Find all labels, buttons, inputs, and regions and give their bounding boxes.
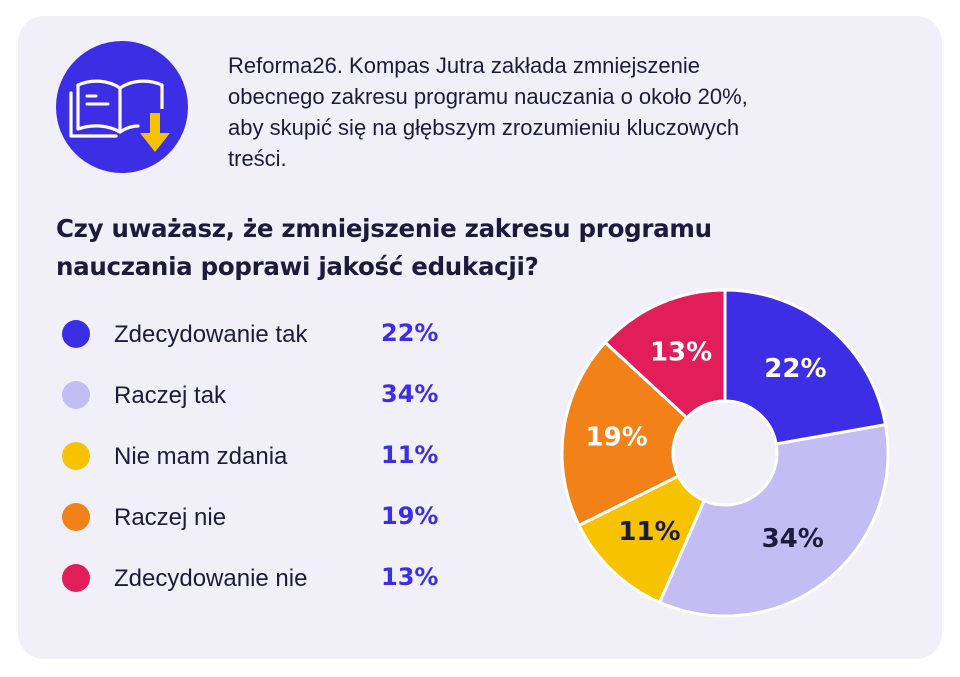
pie-slice	[560, 340, 689, 527]
legend-item: Zdecydowanie nie 13%	[56, 558, 476, 598]
pie-slice-label: 11%	[618, 517, 680, 547]
legend-swatch	[62, 442, 90, 470]
legend-label: Raczej nie	[114, 504, 227, 531]
legend-label: Raczej tak	[114, 382, 227, 409]
legend-label: Zdecydowanie nie	[114, 565, 308, 592]
legend-item: Raczej nie 19%	[56, 497, 476, 537]
pie-slice-label: 34%	[762, 524, 824, 554]
legend-label: Zdecydowanie tak	[114, 321, 308, 348]
legend-label: Nie mam zdania	[114, 443, 288, 470]
pie-slice-label: 19%	[585, 422, 647, 452]
legend-swatch	[62, 503, 90, 531]
pie-slice-label: 13%	[650, 338, 712, 368]
legend-swatch	[62, 320, 90, 348]
legend-swatch	[62, 564, 90, 592]
legend-value: 11%	[381, 441, 439, 469]
pie-slice	[658, 423, 890, 618]
book-download-icon	[56, 41, 188, 173]
legend-item: Zdecydowanie tak 22%	[56, 314, 476, 354]
donut-chart: 22% 34% 11% 19% 13%	[560, 288, 890, 618]
pie-slice	[723, 288, 888, 446]
legend-value: 19%	[381, 502, 439, 530]
legend-value: 34%	[381, 380, 439, 408]
legend-value: 22%	[381, 319, 439, 347]
legend-item: Raczej tak 34%	[56, 375, 476, 415]
survey-question: Czy uważasz, że zmniejszenie zakresu pro…	[56, 214, 712, 281]
legend-value: 13%	[381, 563, 439, 591]
legend-swatch	[62, 381, 90, 409]
intro-text: Reforma26. Kompas Jutra zakłada zmniejsz…	[228, 53, 748, 171]
pie-slice-label: 22%	[764, 354, 826, 384]
pie-slice	[603, 288, 727, 420]
legend-item: Nie mam zdania 11%	[56, 436, 476, 476]
